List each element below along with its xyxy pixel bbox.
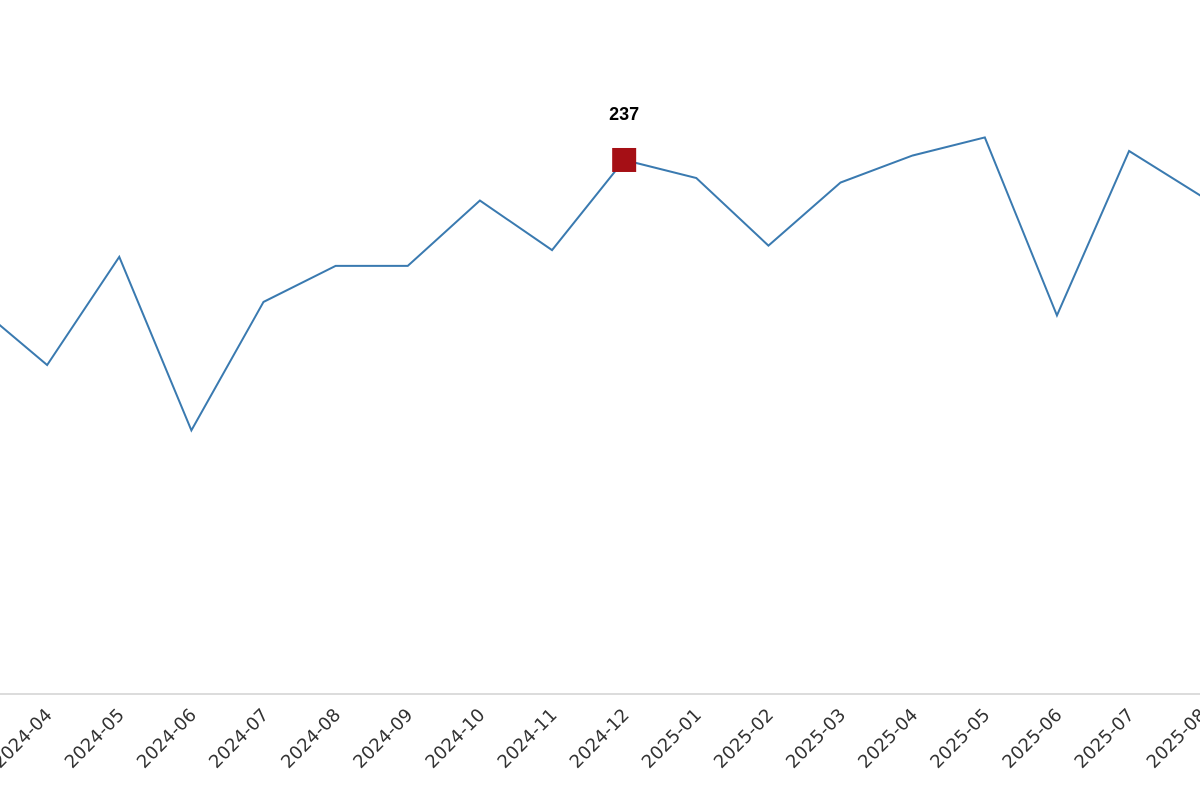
x-tick-label: 2024-11 xyxy=(494,705,562,773)
x-tick-label: 2024-10 xyxy=(421,705,489,773)
x-tick-label: 2024-06 xyxy=(133,705,201,773)
x-tick-label: 2025-08 xyxy=(1143,705,1200,773)
x-tick-label: 2025-05 xyxy=(926,705,994,773)
x-tick-label: 2025-06 xyxy=(998,705,1066,773)
x-tick-label: 2024-09 xyxy=(349,705,417,773)
highlight-marker xyxy=(612,147,637,172)
x-tick-label: 2025-03 xyxy=(782,705,850,773)
x-tick-label: 2024-05 xyxy=(61,705,129,773)
x-tick-label: 2024-04 xyxy=(0,705,57,773)
x-tick-label: 2024-07 xyxy=(205,705,273,773)
x-tick-label: 2025-02 xyxy=(710,705,778,773)
x-tick-label: 2024-08 xyxy=(277,705,345,773)
x-tick-label: 2025-07 xyxy=(1071,705,1139,773)
value-label: 237 xyxy=(609,104,639,124)
x-tick-label: 2025-01 xyxy=(638,705,706,773)
line xyxy=(0,136,1200,433)
x-tick-label: 2025-04 xyxy=(854,705,922,773)
x-tick-label: 2024-12 xyxy=(566,705,634,773)
